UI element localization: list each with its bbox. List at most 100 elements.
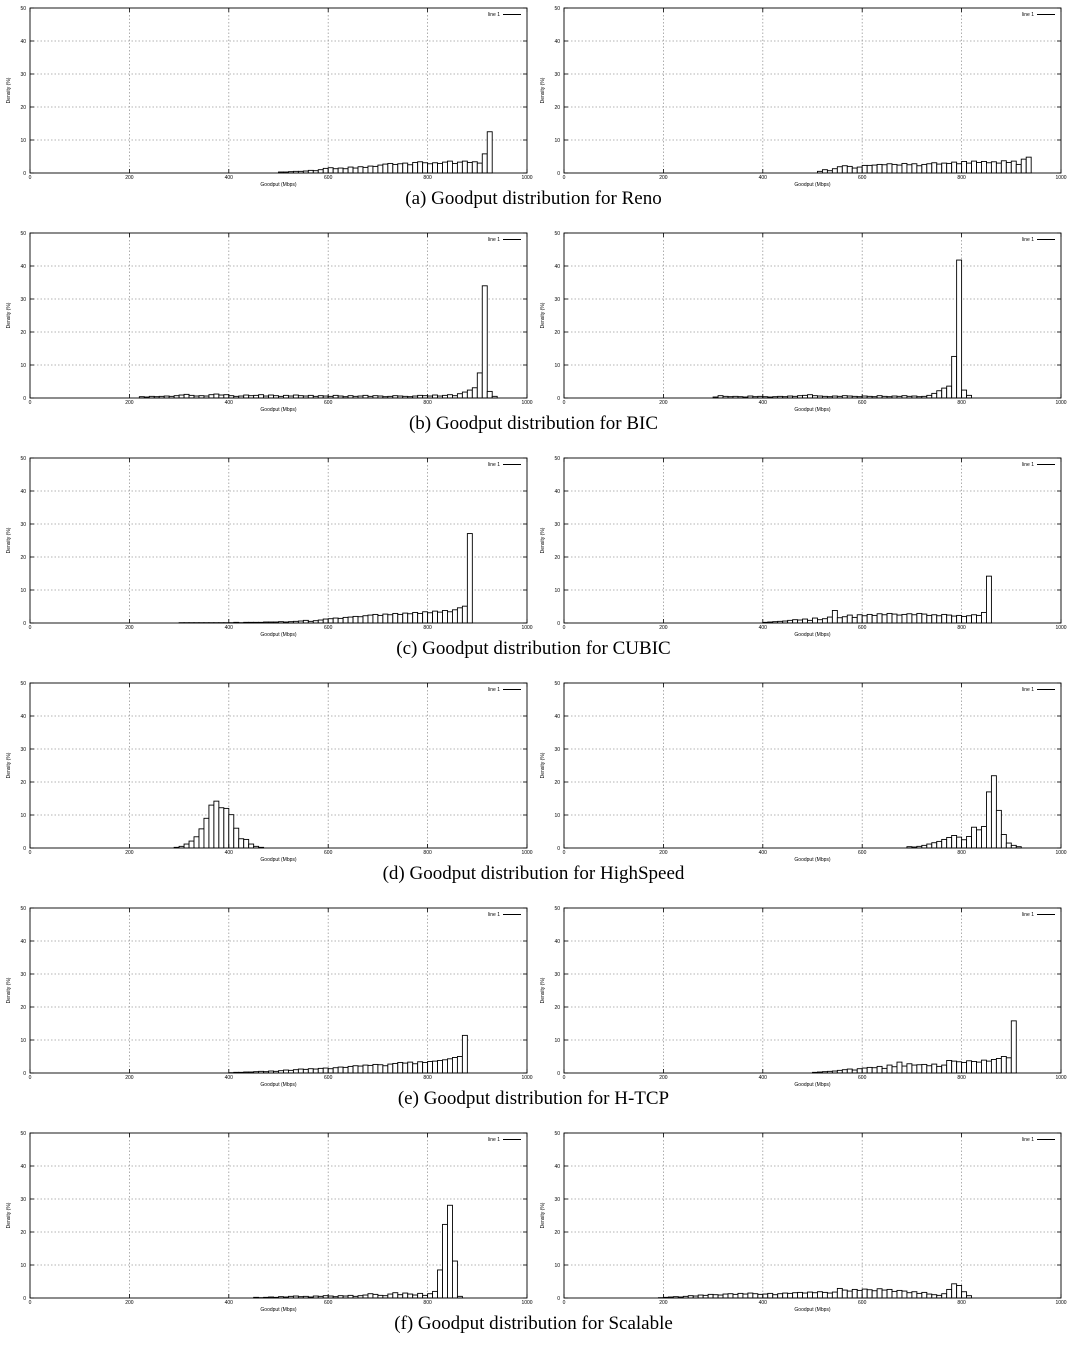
histogram-bar: [452, 1057, 457, 1073]
histogram-bar: [808, 395, 813, 398]
histogram-bar: [743, 1294, 748, 1298]
histogram-bar: [413, 1064, 418, 1073]
histogram-bar: [189, 841, 194, 848]
histogram-bar: [368, 1294, 373, 1298]
legend: line 1: [1022, 687, 1055, 693]
histogram-bar: [996, 810, 1001, 848]
histogram-bar: [328, 619, 333, 623]
y-tick-label: 10: [20, 588, 26, 594]
histogram-bar: [902, 1066, 907, 1073]
x-tick-label: 200: [659, 1075, 668, 1081]
histogram-bar: [348, 1066, 353, 1073]
histogram-bar: [822, 1292, 827, 1298]
plot-frame: [30, 683, 527, 848]
histogram-bar: [758, 1294, 763, 1298]
histogram-bar: [1011, 161, 1016, 173]
histogram-bar: [892, 614, 897, 623]
histogram-bar: [882, 615, 887, 623]
x-tick-label: 600: [858, 1300, 867, 1306]
y-axis-label: Density (%): [6, 302, 12, 328]
y-tick-label: 40: [20, 39, 26, 45]
histogram-bar: [917, 613, 922, 623]
legend-label: line 1: [1022, 687, 1034, 693]
histogram-bar: [728, 1294, 733, 1298]
x-tick-label: 1000: [521, 1075, 532, 1081]
histogram-bar: [303, 1069, 308, 1073]
histogram-bar: [962, 390, 967, 398]
histogram-bar: [902, 614, 907, 623]
histogram-bar: [942, 839, 947, 848]
histogram-bar: [447, 612, 452, 623]
histogram-bar: [877, 164, 882, 173]
plot-frame: [30, 8, 527, 173]
y-axis-label: Density (%): [540, 302, 546, 328]
x-tick-label: 400: [225, 175, 234, 181]
x-tick-label: 200: [659, 175, 668, 181]
histogram-bar: [952, 835, 957, 848]
x-tick-label: 400: [225, 1300, 234, 1306]
histogram-bar: [482, 154, 487, 173]
histogram-bar: [932, 615, 937, 623]
histogram-bar: [358, 617, 363, 623]
x-tick-label: 0: [563, 400, 566, 406]
histogram-bar: [837, 618, 842, 623]
histogram-bar: [333, 169, 338, 173]
x-tick-label: 800: [423, 850, 432, 856]
y-tick-label: 0: [23, 171, 26, 177]
histogram-bar: [447, 161, 452, 173]
x-tick-label: 200: [125, 625, 134, 631]
histogram-bar: [418, 1293, 423, 1298]
histogram-bar: [447, 1205, 452, 1298]
histogram-bar: [209, 395, 214, 398]
histogram-bar: [847, 615, 852, 623]
y-tick-label: 50: [554, 681, 560, 687]
y-tick-label: 10: [554, 363, 560, 369]
histogram-bar: [1001, 161, 1006, 173]
legend-label: line 1: [1022, 1137, 1034, 1143]
histogram-bar: [922, 1292, 927, 1298]
histogram-bar: [467, 534, 472, 623]
histogram-bar: [388, 1294, 393, 1298]
histogram-bar: [408, 1062, 413, 1073]
histogram-bar: [398, 1062, 403, 1073]
y-tick-label: 0: [23, 396, 26, 402]
histogram-bar: [438, 163, 443, 173]
legend-label: line 1: [488, 237, 500, 243]
histogram-bar: [713, 1295, 718, 1298]
histogram-bar: [368, 615, 373, 623]
histogram-bar: [902, 163, 907, 173]
histogram-bar: [393, 1063, 398, 1073]
x-tick-label: 600: [858, 850, 867, 856]
x-tick-label: 400: [759, 175, 768, 181]
histogram-bar: [1006, 843, 1011, 848]
histogram-bar: [343, 1067, 348, 1073]
histogram-bar: [403, 1293, 408, 1298]
histogram-bar: [224, 808, 229, 848]
histogram-bar: [857, 1069, 862, 1073]
histogram-bar: [972, 1061, 977, 1073]
histogram-bar: [358, 167, 363, 173]
histogram-bar: [363, 616, 368, 623]
histogram-bar: [447, 395, 452, 398]
histogram-bar: [224, 395, 229, 398]
histogram-bar: [872, 1291, 877, 1298]
plot-frame: [564, 233, 1061, 398]
histogram-bar: [877, 1289, 882, 1298]
y-tick-label: 30: [554, 522, 560, 528]
histogram-bar: [452, 163, 457, 173]
histogram-bar: [832, 610, 837, 623]
histogram-bar: [852, 168, 857, 173]
y-tick-label: 30: [20, 972, 26, 978]
histogram-bar: [373, 614, 378, 623]
histogram-bar: [882, 1290, 887, 1298]
histogram-bar: [363, 1065, 368, 1073]
histogram-bar: [418, 162, 423, 173]
figure-caption: (d) Goodput distribution for HighSpeed: [0, 863, 1067, 885]
x-tick-label: 800: [423, 400, 432, 406]
histogram-bar: [967, 836, 972, 848]
y-tick-label: 50: [20, 231, 26, 237]
y-tick-label: 30: [20, 747, 26, 753]
histogram-bar: [957, 837, 962, 848]
